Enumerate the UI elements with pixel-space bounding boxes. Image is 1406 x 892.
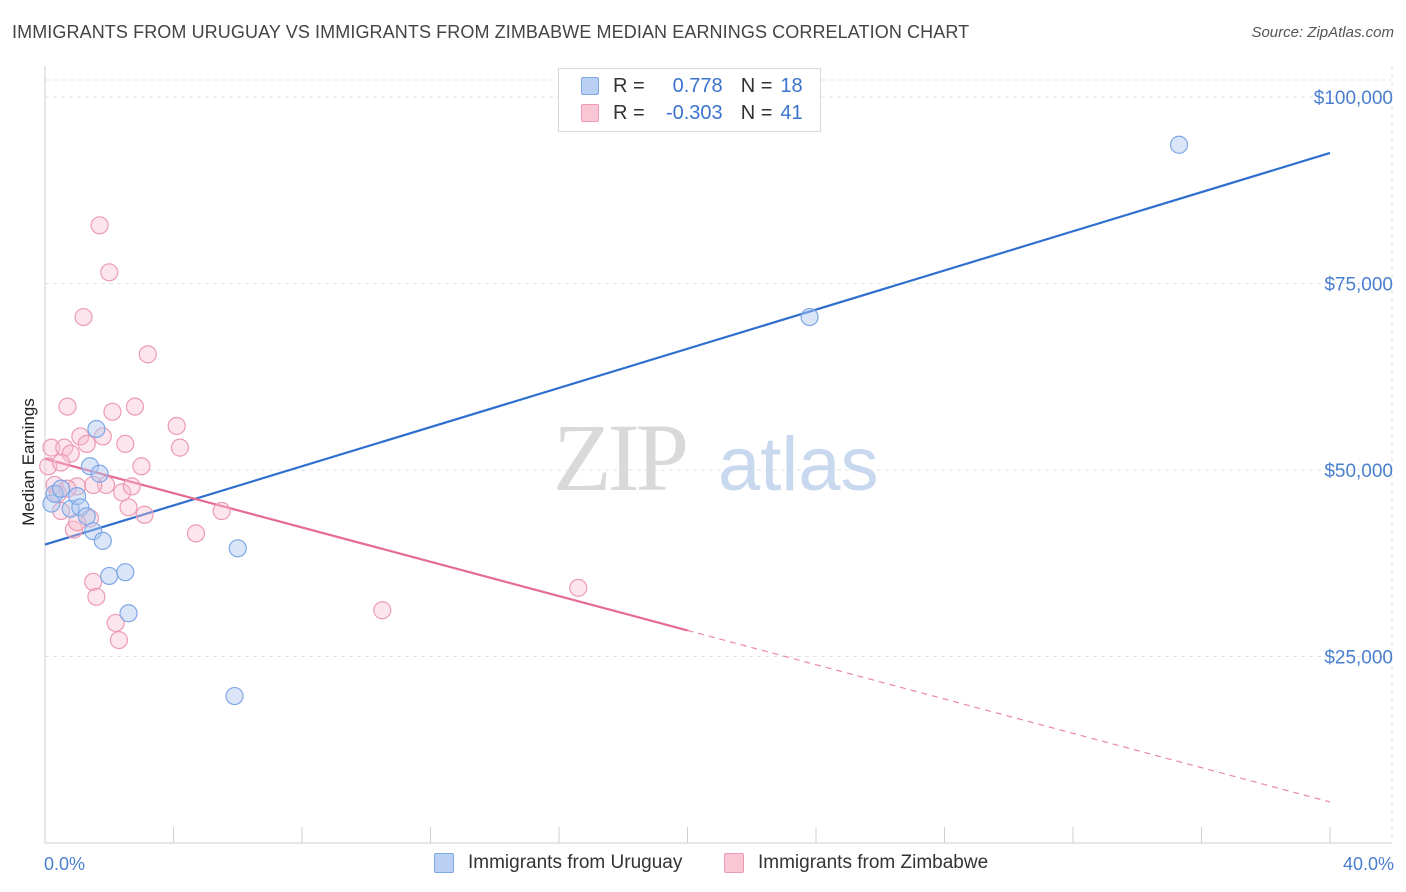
- data-point-zimbabwe: [132, 457, 151, 476]
- source-credit: Source: ZipAtlas.com: [1251, 24, 1394, 41]
- data-point-zimbabwe: [51, 453, 71, 472]
- data-point-zimbabwe: [93, 427, 112, 446]
- watermark-atlas: atlas: [718, 422, 879, 507]
- n-label: N =: [740, 101, 773, 124]
- data-point-zimbabwe: [116, 434, 135, 453]
- y-tick-label: $100,000: [1314, 88, 1393, 109]
- trend-line-uruguay: [44, 151, 1331, 546]
- data-point-uruguay: [119, 604, 138, 623]
- watermark-zip: ZIP: [553, 404, 686, 511]
- data-point-zimbabwe: [84, 572, 103, 592]
- data-points: [39, 135, 1189, 706]
- legend-row-uruguay: R = 0.778 N = 18: [581, 73, 803, 99]
- data-point-zimbabwe: [84, 475, 103, 495]
- data-point-uruguay: [93, 531, 112, 550]
- uruguay-swatch: [581, 77, 599, 95]
- legend-label-zimbabwe: Immigrants from Zimbabwe: [758, 852, 989, 873]
- data-point-zimbabwe: [170, 438, 190, 457]
- x-tick-label: 0.0%: [44, 854, 85, 874]
- legend-item-uruguay[interactable]: Immigrants from Uruguay: [434, 852, 682, 874]
- data-point-uruguay: [80, 457, 100, 476]
- data-point-zimbabwe: [569, 578, 588, 597]
- trend-line-zimbabwe: [44, 457, 688, 632]
- legend-label-uruguay: Immigrants from Uruguay: [468, 852, 683, 873]
- data-point-zimbabwe: [58, 397, 77, 416]
- axes: [44, 66, 1392, 844]
- data-point-zimbabwe: [125, 397, 145, 416]
- chart-title: IMMIGRANTS FROM URUGUAY VS IMMIGRANTS FR…: [12, 22, 970, 42]
- data-point-uruguay: [116, 563, 135, 582]
- data-point-uruguay: [51, 479, 71, 498]
- data-point-zimbabwe: [186, 524, 206, 543]
- zimbabwe-swatch: [724, 853, 744, 873]
- data-point-uruguay: [71, 498, 90, 517]
- data-point-zimbabwe: [373, 601, 392, 620]
- trend-extension-zimbabwe: [687, 629, 1331, 803]
- y-tick-label: $25,000: [1324, 648, 1393, 669]
- data-point-zimbabwe: [119, 498, 138, 517]
- data-point-uruguay: [84, 522, 103, 541]
- data-point-uruguay: [800, 307, 819, 327]
- data-point-zimbabwe: [103, 402, 122, 421]
- data-point-zimbabwe: [212, 501, 231, 521]
- r-label: R =: [613, 101, 645, 124]
- axis-labels: $25,000 $50,000 $75,000 $100,000 0.0% 40.0% Me…: [19, 88, 1394, 874]
- data-point-zimbabwe: [87, 587, 106, 606]
- data-point-zimbabwe: [122, 477, 141, 496]
- data-point-uruguay: [1169, 135, 1189, 154]
- data-point-zimbabwe: [106, 613, 125, 633]
- legend-item-zimbabwe[interactable]: Immigrants from Zimbabwe: [724, 852, 988, 874]
- data-point-zimbabwe: [77, 434, 96, 453]
- data-point-uruguay: [100, 566, 119, 586]
- legend-row-zimbabwe: R = -0.303 N = 41: [581, 100, 803, 126]
- data-point-uruguay: [68, 487, 87, 506]
- data-point-zimbabwe: [90, 216, 109, 235]
- r-value: -0.303: [665, 101, 723, 124]
- gridlines: [45, 66, 1393, 843]
- data-point-zimbabwe: [135, 505, 154, 524]
- data-point-zimbabwe: [167, 416, 186, 436]
- y-axis-label: Median Earnings: [19, 398, 38, 526]
- data-point-uruguay: [90, 464, 109, 483]
- data-point-zimbabwe: [74, 307, 93, 327]
- n-value: 41: [780, 101, 803, 124]
- data-point-zimbabwe: [71, 427, 90, 446]
- n-label: N =: [740, 74, 773, 97]
- y-tick-label: $75,000: [1324, 275, 1393, 296]
- watermark: ZIP atlas: [553, 404, 879, 511]
- x-tick-label: 40.0%: [1343, 854, 1394, 874]
- n-value: 18: [780, 74, 803, 97]
- uruguay-swatch: [434, 853, 454, 873]
- data-point-uruguay: [87, 419, 106, 439]
- data-point-zimbabwe: [109, 630, 128, 650]
- data-point-zimbabwe: [96, 475, 116, 495]
- r-value: 0.778: [672, 74, 723, 97]
- data-point-zimbabwe: [138, 345, 157, 364]
- trend-lines: [44, 151, 1331, 803]
- y-tick-label: $50,000: [1324, 461, 1393, 482]
- correlation-legend: R = 0.778 N = 18 R = -0.303 N = 41: [558, 68, 821, 132]
- data-point-uruguay: [228, 539, 247, 558]
- data-point-uruguay: [225, 686, 244, 706]
- data-point-zimbabwe: [100, 263, 119, 282]
- r-label: R =: [613, 74, 645, 97]
- data-point-zimbabwe: [42, 438, 61, 457]
- zimbabwe-swatch: [581, 104, 599, 122]
- data-point-uruguay: [42, 494, 61, 513]
